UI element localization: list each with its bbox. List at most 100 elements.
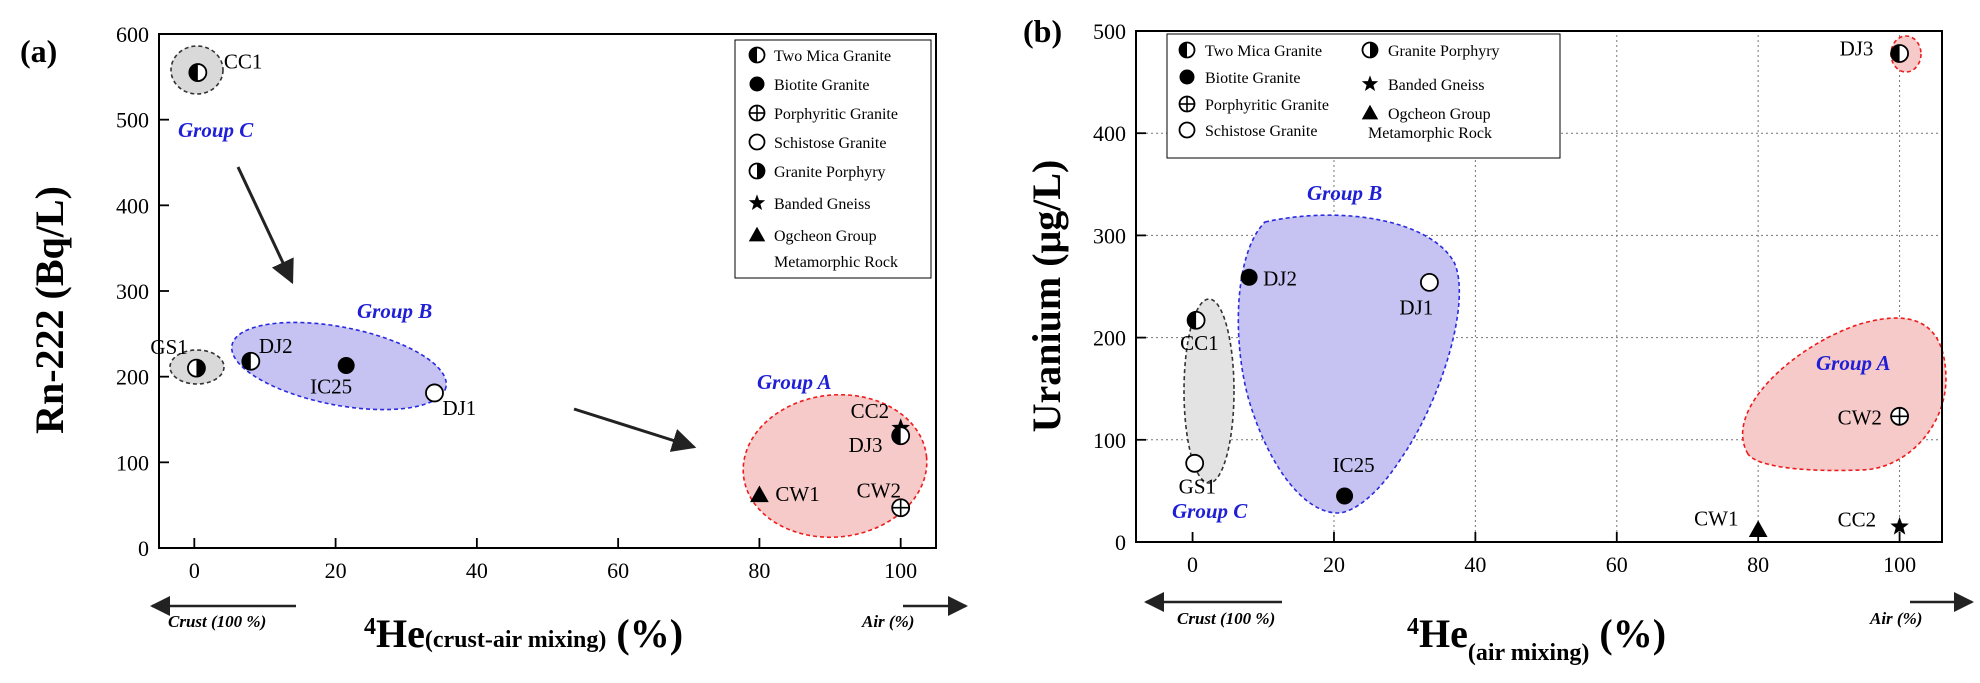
panel-b-ytick-label-100: 100 [1093,428,1126,453]
panel-b-ytick-label-200: 200 [1093,326,1126,351]
panel-a-legend: Two Mica Granite Biotite Granite Porphyrit… [734,39,932,279]
panel-b: (b) Uranium (μg/L) Group B Group A Group… [1023,13,1974,666]
panel-b-point-gs1 [1185,453,1205,473]
panel-b-xlabel-prefix: 4 [1407,614,1419,640]
panel-a-point-dj2 [241,351,261,371]
panel-b-xtick-label-20: 20 [1323,552,1345,577]
panel-a-trend-arrow-2 [573,407,697,452]
panel-b-xtick-label-40: 40 [1464,552,1486,577]
panel-b-xtick-label-0: 0 [1187,552,1198,577]
panel-b-legend-marker-schistose-granite [1178,121,1196,139]
panel-b-ytick-label-400: 400 [1093,121,1126,146]
panel-b-point-label-cw2: CW2 [1838,405,1882,429]
panel-b-point-cw2 [1890,406,1909,426]
panel-a-point-gs1 [187,358,206,378]
panel-b-xlabel-sub: (air mixing) [1468,640,1590,666]
panel-b-legend-label-schistose-granite: Schistose Granite [1205,123,1317,140]
panel-a-legend-marker-banded-gneiss [748,194,766,210]
panel-b-legend-marker-biotite-granite [1179,69,1195,85]
panel-b-point-label-dj3: DJ3 [1840,36,1874,60]
panel-a-ylabel: Rn-222 (Bq/L) [27,186,72,434]
panel-b-group-a-region [1741,317,1947,472]
panel-b-xlabel-main: He [1419,611,1468,656]
panel-b-point-dj2 [1240,268,1258,286]
panel-b-legend-label-ogcheon-group: Ogcheon Group [1388,106,1491,123]
panel-b-legend-label-granite-porphyry: Granite Porphyry [1388,43,1500,60]
panel-a-xlabel-unit: (%) [616,611,683,656]
panel-b-point-cc2 [1890,516,1909,535]
panel-a: (a) Rn-222 (Bq/L) Group C Group B Group … [20,22,968,656]
panel-a-xtick-label-40: 40 [466,558,488,583]
panel-b-legend-label-banded-gneiss: Banded Gneiss [1388,77,1484,94]
panel-a-ytick-label-400: 400 [116,193,149,218]
panel-a-legend-label-biotite-granite: Biotite Granite [774,77,870,94]
panel-a-xlabel-sub: (crust-air mixing) [425,627,607,653]
panel-b-legend-marker-ogcheon-group [1361,104,1379,120]
panel-a-point-dj1 [425,383,444,403]
panel-a-legend-label-schistose-granite: Schistose Granite [774,135,886,152]
panel-b-group-c-label: Group C [1172,499,1248,523]
panel-a-label: (a) [20,33,57,69]
panel-b-point-dj1 [1420,273,1439,292]
panel-b-point-label-dj2: DJ2 [1263,266,1297,290]
panel-b-plot-frame [1135,30,1943,543]
panel-b-xtick-label-60: 60 [1606,552,1628,577]
panel-b-xlabel: 4He(air mixing) (%) [1407,611,1666,666]
panel-b-ylabel: Uranium (μg/L) [1024,160,1069,433]
panel-b-point-cw1 [1748,520,1768,537]
panel-b-ytick-label-0: 0 [1115,530,1126,555]
panel-a-point-label-cc2: CC2 [851,399,890,423]
panel-b-group-a-label: Group A [1816,351,1891,375]
panel-a-xtick-label-0: 0 [189,558,200,583]
panel-a-legend-label-banded-gneiss: Banded Gneiss [774,196,870,213]
panel-a-legend-marker-biotite-granite [749,76,765,92]
panel-b-xlabel-unit: (%) [1599,611,1666,656]
panel-b-legend: Two Mica Granite Biotite Granite Porphyrit… [1166,33,1561,159]
panel-b-point-dj3 [1890,44,1909,63]
panel-a-group-b-label: Group B [357,299,432,323]
panel-b-group-b-label: Group B [1307,181,1382,205]
panel-a-point-label-ic25: IC25 [310,375,352,399]
panel-b-ytick-label-500: 500 [1093,19,1126,44]
panel-a-point-label-cw1: CW1 [775,482,819,506]
panel-a-point-label-cw2: CW2 [857,479,901,503]
panel-a-point-label-dj2: DJ2 [259,334,293,358]
panel-b-air-label: Air (%) [1869,609,1922,628]
panel-a-ytick-label-500: 500 [116,108,149,133]
panel-b-point-label-cw1: CW1 [1694,507,1738,531]
panel-b-point-label-dj1: DJ1 [1399,295,1433,319]
panel-a-trend-arrow-1 [236,166,294,285]
panel-b-point-ic25 [1336,487,1354,505]
panel-b-legend-marker-porphyritic-granite [1178,95,1196,113]
panel-b-point-cc1 [1186,310,1206,330]
panel-a-point-cw1 [750,485,769,503]
panel-b-group-b-region [1237,214,1461,514]
panel-a-xlabel-prefix: 4 [364,614,376,640]
panel-a-legend-label-two-mica-granite: Two Mica Granite [774,48,891,65]
panel-a-xtick-label-20: 20 [325,558,347,583]
panel-b-legend-marker-two-mica-granite [1178,41,1196,59]
panel-b-group-c-region [1183,298,1235,484]
panel-b-ytick-label-300: 300 [1093,223,1126,248]
panel-a-ytick-label-600: 600 [116,22,149,47]
panel-a-group-a-label: Group A [757,370,832,394]
panel-a-point-label-dj1: DJ1 [442,396,476,420]
panel-a-legend-label-porphyritic-granite: Porphyritic Granite [774,106,898,123]
panel-a-legend-marker-porphyritic-granite [748,104,766,122]
panel-a-air-label: Air (%) [861,612,914,631]
panel-a-legend-label-ogcheon-group: Ogcheon Group [774,228,877,245]
panel-a-legend-marker-granite-porphyry [748,162,766,180]
panel-a-point-dj3 [891,426,911,446]
panel-a-legend-marker-two-mica-granite [748,46,766,64]
panel-b-legend-label-two-mica-granite: Two Mica Granite [1205,43,1322,60]
panel-a-legend-marker-ogcheon-group [748,226,766,242]
panel-a-ytick-label-0: 0 [138,536,149,561]
panel-b-legend-label-biotite-granite: Biotite Granite [1205,70,1301,87]
panel-b-point-label-cc1: CC1 [1180,331,1219,355]
panel-a-point-label-dj3: DJ3 [849,433,883,457]
panel-b-legend-label-porphyritic-granite: Porphyritic Granite [1205,97,1329,114]
panel-a-point-ic25 [337,357,355,375]
panel-b-legend-marker-banded-gneiss [1361,75,1379,91]
panel-b-legend-extra-line: Metamorphic Rock [1368,125,1492,142]
panel-a-point-label-gs1: GS1 [150,335,187,359]
